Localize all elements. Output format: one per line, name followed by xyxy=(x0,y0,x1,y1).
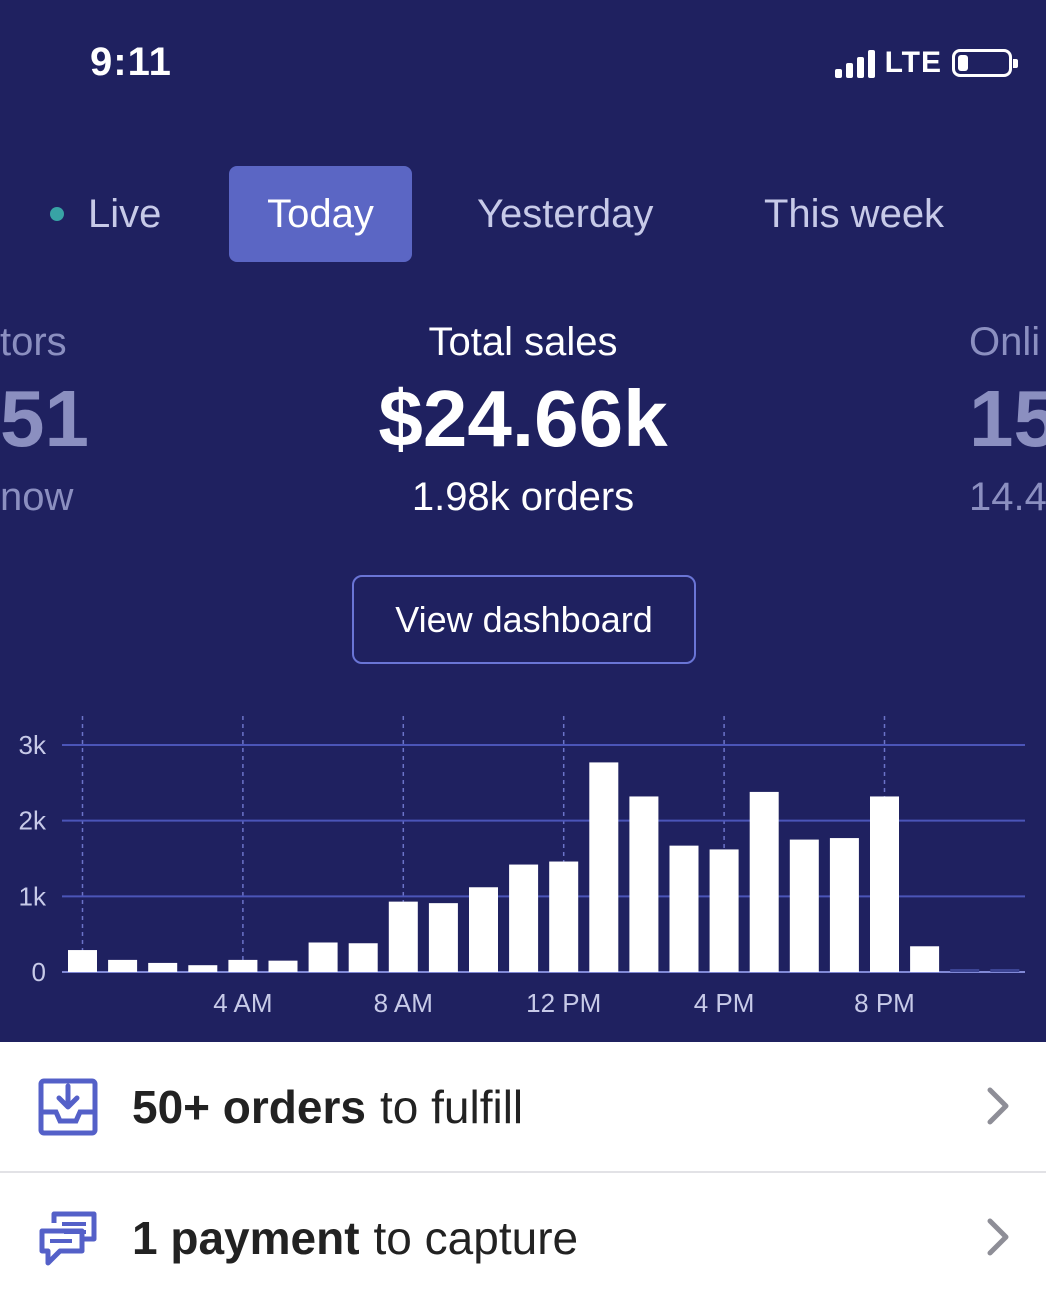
sales-bar xyxy=(669,845,699,972)
sales-bar xyxy=(789,839,819,972)
sales-bar xyxy=(148,962,178,972)
payment-cards-icon xyxy=(39,1211,97,1266)
tab-today[interactable]: Today xyxy=(229,166,412,262)
metric-left-sub: now xyxy=(0,475,74,519)
tab-yesterday-label: Yesterday xyxy=(477,191,654,236)
inbox-download-icon xyxy=(38,1078,98,1136)
sales-bar xyxy=(709,849,739,972)
orders-action-label: to fulfill xyxy=(379,1081,524,1133)
sales-bar xyxy=(549,861,579,972)
x-tick-label: 12 PM xyxy=(526,988,601,1018)
hourly-sales-chart: 0 1k 2k 3k 4 AM 8 AM 12 PM 4 PM 8 PM xyxy=(19,716,1025,1018)
live-dot-icon xyxy=(50,207,64,221)
metric-card-visitors[interactable]: tors 51 now xyxy=(0,320,89,520)
tab-yesterday[interactable]: Yesterday xyxy=(477,166,653,262)
sales-bar xyxy=(228,959,258,972)
sales-bar xyxy=(188,965,218,972)
status-indicators: LTE xyxy=(834,46,1018,80)
sales-bar xyxy=(629,796,659,972)
y-tick-label: 2k xyxy=(19,806,47,836)
sales-bar xyxy=(348,943,378,972)
total-sales-label: Total sales xyxy=(428,320,618,364)
chevron-right-icon xyxy=(987,1087,1009,1125)
sales-bar xyxy=(388,901,418,972)
metric-card-total-sales[interactable]: Total sales $24.66k 1.98k orders xyxy=(273,320,773,520)
sales-bar xyxy=(870,796,899,972)
payments-count-bold: 1 payment xyxy=(132,1212,360,1264)
signal-icon xyxy=(834,48,875,78)
payments-action-label: to capture xyxy=(373,1212,579,1264)
tab-live[interactable]: Live xyxy=(50,166,161,262)
sales-bar xyxy=(68,950,97,972)
x-tick-label: 8 PM xyxy=(854,988,915,1018)
sales-bar xyxy=(108,959,138,972)
x-tick-label: 4 PM xyxy=(694,988,755,1018)
chevron-right-icon xyxy=(987,1218,1009,1256)
sales-bar xyxy=(268,960,298,972)
total-sales-value: $24.66k xyxy=(378,374,668,463)
y-tick-label: 0 xyxy=(32,957,46,987)
sales-bar xyxy=(469,887,498,972)
x-tick-label: 4 AM xyxy=(213,988,272,1018)
tab-this-week[interactable]: This week xyxy=(764,166,944,262)
orders-to-fulfill-row[interactable]: 50+ orders to fulfill xyxy=(0,1042,1046,1172)
metric-right-sub: 14.4 xyxy=(969,475,1046,519)
network-type: LTE xyxy=(884,46,942,79)
payments-to-capture-row[interactable]: 1 payment to capture xyxy=(0,1173,1046,1294)
tab-this-week-label: This week xyxy=(764,191,945,236)
sales-summary-panel: 9:11 LTE Live Today Yesterday This week … xyxy=(0,0,1046,1042)
metric-card-online-store[interactable]: Onli 15 14.4 xyxy=(969,320,1046,520)
view-dashboard-button[interactable]: View dashboard xyxy=(352,575,696,664)
payments-to-capture-text: 1 payment to capture xyxy=(132,1173,578,1303)
tab-live-label: Live xyxy=(88,191,162,236)
sales-bar xyxy=(910,946,940,972)
metric-right-label: Onli xyxy=(969,320,1041,364)
sales-bar xyxy=(589,762,619,972)
y-tick-label: 1k xyxy=(19,881,47,911)
sales-bar xyxy=(509,864,539,972)
y-tick-label: 3k xyxy=(19,730,47,760)
row-divider xyxy=(0,1171,1046,1173)
orders-to-fulfill-text: 50+ orders to fulfill xyxy=(132,1042,523,1172)
sales-bar xyxy=(749,791,779,972)
metric-right-value: 15 xyxy=(969,374,1046,463)
orders-count-bold: 50+ orders xyxy=(132,1081,366,1133)
sales-bar xyxy=(829,838,859,972)
battery-icon xyxy=(952,49,1018,77)
sales-bar xyxy=(308,942,338,972)
metric-left-value: 51 xyxy=(0,374,89,463)
sales-bar-empty xyxy=(990,969,1020,972)
sales-bar xyxy=(428,903,458,972)
metric-left-label: tors xyxy=(0,320,67,364)
tab-today-label: Today xyxy=(267,191,374,236)
orders-count: 1.98k orders xyxy=(411,475,635,519)
sales-bar-empty xyxy=(950,969,980,972)
status-time: 9:11 xyxy=(90,40,172,84)
x-tick-label: 8 AM xyxy=(374,988,433,1018)
